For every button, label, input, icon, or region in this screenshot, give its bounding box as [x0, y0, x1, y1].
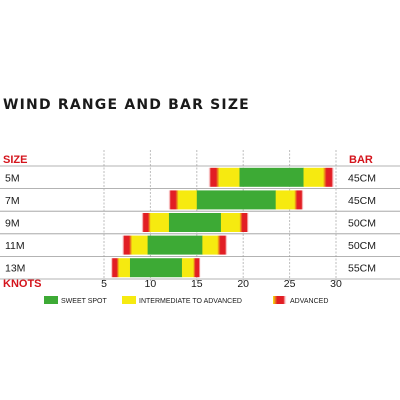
size-label-13m: 13M [5, 263, 25, 275]
bar-13m-advanced-4 [193, 258, 201, 278]
bar-header: BAR [349, 154, 373, 166]
bar-5m-intermediate-1 [219, 167, 240, 187]
bar-11m-intermediate-1 [131, 235, 149, 255]
bar-13m-intermediate-1 [118, 258, 131, 278]
bar-7m-sweet-2 [196, 190, 277, 210]
chart-title: WIND RANGE AND BAR SIZE [3, 97, 250, 113]
bar-label-5m: 45CM [348, 172, 376, 184]
legend-swatch-intermediate [122, 296, 136, 304]
bar-11m-intermediate-3 [202, 235, 218, 255]
bar-13m-advanced-0 [110, 258, 120, 278]
x-tick-30: 30 [330, 278, 342, 290]
x-tick-labels: 5 10 15 20 25 30 [101, 278, 342, 290]
x-tick-10: 10 [145, 278, 157, 290]
x-tick-15: 15 [191, 278, 203, 290]
bar-13m-sweet-2 [129, 258, 183, 278]
legend-label-intermediate: INTERMEDIATE TO ADVANCED [139, 298, 242, 305]
legend-swatch-advanced [273, 296, 287, 304]
bar-9m-intermediate-1 [150, 213, 170, 232]
bar-11m-advanced-0 [121, 235, 133, 255]
size-label-5m: 5M [5, 172, 20, 184]
bar-5m-sweet-2 [239, 167, 304, 187]
bar-9m-advanced-4 [239, 213, 250, 232]
size-label-9m: 9M [5, 218, 20, 230]
bar-label-11m: 50CM [348, 240, 376, 252]
legend-label-sweet: SWEET SPOT [61, 298, 107, 305]
bar-7m-advanced-4 [294, 190, 304, 210]
bar-label-7m: 45CM [348, 195, 376, 207]
bar-13m-intermediate-3 [181, 258, 194, 278]
x-tick-5: 5 [101, 278, 107, 290]
bar-7m-intermediate-1 [178, 190, 198, 210]
range-bars [110, 167, 335, 278]
x-tick-20: 20 [237, 278, 249, 290]
bar-label-9m: 50CM [348, 218, 376, 230]
bar-7m-intermediate-3 [275, 190, 295, 210]
size-label-7m: 7M [5, 195, 20, 207]
bar-11m-advanced-4 [217, 235, 228, 255]
row-labels: 5M 45CM 7M 45CM 9M 50CM 11M 50CM 13M 55CM [5, 172, 376, 274]
bar-9m-sweet-2 [168, 213, 222, 232]
bar-5m-advanced-4 [323, 167, 335, 187]
bar-label-13m: 55CM [348, 263, 376, 275]
bar-11m-sweet-2 [147, 235, 203, 255]
x-tick-25: 25 [284, 278, 296, 290]
legend-swatch-sweet [44, 296, 58, 304]
size-label-11m: 11M [5, 240, 25, 252]
bar-7m-advanced-0 [168, 190, 179, 210]
row-dividers [0, 165, 400, 280]
bar-9m-intermediate-3 [220, 213, 240, 232]
bar-9m-advanced-0 [141, 213, 151, 232]
legend: SWEET SPOT INTERMEDIATE TO ADVANCED ADVANC… [44, 296, 328, 305]
knots-label: KNOTS [3, 278, 42, 290]
bar-5m-advanced-0 [207, 167, 220, 187]
size-header: SIZE [3, 154, 27, 166]
bar-5m-intermediate-3 [303, 167, 324, 187]
legend-label-advanced: ADVANCED [290, 298, 328, 305]
